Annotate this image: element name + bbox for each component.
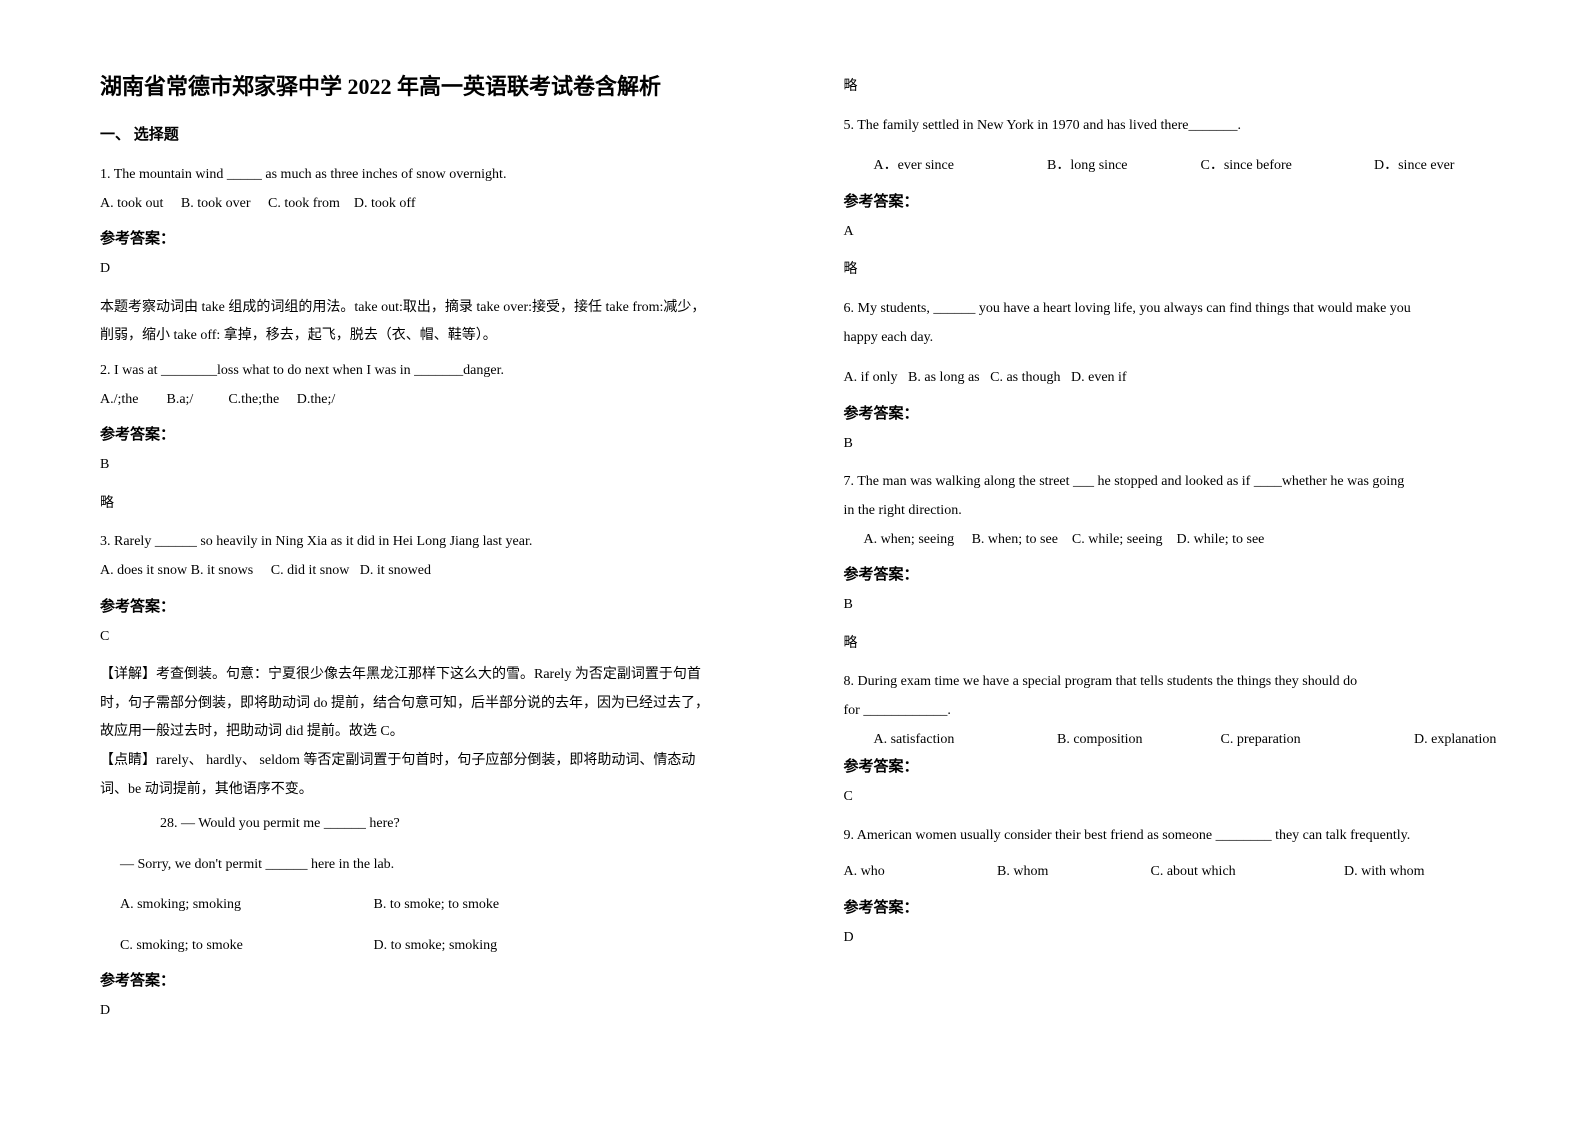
q2-options: A./;the B.a;/ C.the;the D.the;/ <box>100 387 784 414</box>
q4-note: 略 <box>844 74 1528 101</box>
q2-answer-label: 参考答案： <box>100 423 784 444</box>
q5-stem: 5. The family settled in New York in 197… <box>844 113 1528 140</box>
q4-answer: D <box>100 998 784 1025</box>
q3-explain-3: 故应用一般过去时，把助动词 did 提前。故选 C。 <box>100 719 784 746</box>
q1-stem: 1. The mountain wind _____ as much as th… <box>100 162 784 189</box>
q6-answer-label: 参考答案： <box>844 402 1528 423</box>
q3-stem: 3. Rarely ______ so heavily in Ning Xia … <box>100 529 784 556</box>
q8-optD: D. explanation <box>1414 732 1496 747</box>
q4-options-row2: C. smoking; to smoke D. to smoke; smokin… <box>100 933 784 960</box>
question-6: 6. My students, ______ you have a heart … <box>844 296 1528 457</box>
question-2: 2. I was at ________loss what to do next… <box>100 358 784 517</box>
q7-stem-2: in the right direction. <box>844 498 1528 525</box>
q7-answer: B <box>844 592 1528 619</box>
q5-options: A．ever since B．long since C．since before… <box>844 153 1528 180</box>
q4-optD: D. to smoke; smoking <box>374 938 498 953</box>
q7-note: 略 <box>844 631 1528 658</box>
q1-explain-2: 削弱，缩小 take off: 拿掉，移去，起飞，脱去（衣、帽、鞋等）。 <box>100 323 784 350</box>
question-5: 5. The family settled in New York in 197… <box>844 113 1528 284</box>
q2-answer: B <box>100 452 784 479</box>
question-1: 1. The mountain wind _____ as much as th… <box>100 162 784 350</box>
q9-answer-label: 参考答案： <box>844 896 1528 917</box>
q5-note: 略 <box>844 257 1528 284</box>
q1-answer: D <box>100 256 784 283</box>
q9-optA: A. who <box>844 859 994 886</box>
q8-optC: C. preparation <box>1221 727 1411 754</box>
q4-answer-label: 参考答案： <box>100 969 784 990</box>
q3-answer-label: 参考答案： <box>100 595 784 616</box>
q8-answer-label: 参考答案： <box>844 755 1528 776</box>
q5-optA: A．ever since <box>874 153 1044 180</box>
q5-answer-label: 参考答案： <box>844 190 1528 211</box>
q3-answer: C <box>100 624 784 651</box>
q7-options: A. when; seeing B. when; to see C. while… <box>844 527 1528 554</box>
q7-answer-label: 参考答案： <box>844 563 1528 584</box>
q6-stem-1: 6. My students, ______ you have a heart … <box>844 296 1528 323</box>
q9-stem: 9. American women usually consider their… <box>844 823 1528 850</box>
question-9: 9. American women usually consider their… <box>844 823 1528 952</box>
q8-options: A. satisfaction B. composition C. prepar… <box>844 727 1528 754</box>
q5-answer: A <box>844 219 1528 246</box>
q1-options: A. took out B. took over C. took from D.… <box>100 191 784 218</box>
right-column: 略 5. The family settled in New York in 1… <box>814 70 1528 1037</box>
question-8: 8. During exam time we have a special pr… <box>844 669 1528 810</box>
q8-optA: A. satisfaction <box>874 727 1054 754</box>
q6-options: A. if only B. as long as C. as though D.… <box>844 365 1528 392</box>
q8-stem-2: for ____________. <box>844 698 1528 725</box>
q9-answer: D <box>844 925 1528 952</box>
question-4: 28. — Would you permit me ______ here? —… <box>100 811 784 1025</box>
question-7: 7. The man was walking along the street … <box>844 469 1528 657</box>
q3-options: A. does it snow B. it snows C. did it sn… <box>100 558 784 585</box>
q2-stem: 2. I was at ________loss what to do next… <box>100 358 784 385</box>
q3-explain-1: 【详解】考查倒装。句意：宁夏很少像去年黑龙江那样下这么大的雪。Rarely 为否… <box>100 662 784 689</box>
q6-answer: B <box>844 431 1528 458</box>
q4-optA: A. smoking; smoking <box>120 892 370 919</box>
left-column: 湖南省常德市郑家驿中学 2022 年高一英语联考试卷含解析 一、 选择题 1. … <box>100 70 814 1037</box>
q1-answer-label: 参考答案： <box>100 227 784 248</box>
q1-explain-1: 本题考察动词由 take 组成的词组的用法。take out:取出，摘录 tak… <box>100 295 784 322</box>
q8-answer: C <box>844 784 1528 811</box>
q6-stem-2: happy each day. <box>844 325 1528 352</box>
q7-stem-1: 7. The man was walking along the street … <box>844 469 1528 496</box>
q4-line2: — Sorry, we don't permit ______ here in … <box>100 852 784 879</box>
section-heading: 一、 选择题 <box>100 123 784 144</box>
q8-stem-1: 8. During exam time we have a special pr… <box>844 669 1528 696</box>
q8-optB: B. composition <box>1057 727 1217 754</box>
q3-explain-5: 词、be 动词提前，其他语序不变。 <box>100 777 784 804</box>
q9-optC: C. about which <box>1151 859 1341 886</box>
q3-explain-2: 时，句子需部分倒装，即将助动词 do 提前，结合句意可知，后半部分说的去年，因为… <box>100 691 784 718</box>
q9-options: A. who B. whom C. about which D. with wh… <box>844 859 1528 886</box>
document-title: 湖南省常德市郑家驿中学 2022 年高一英语联考试卷含解析 <box>100 70 784 103</box>
q5-optB: B．long since <box>1047 153 1197 180</box>
q3-explain-4: 【点睛】rarely、 hardly、 seldom 等否定副词置于句首时，句子… <box>100 748 784 775</box>
q5-optD: D．since ever <box>1374 158 1454 173</box>
q5-optC: C．since before <box>1201 153 1371 180</box>
q4-options-row1: A. smoking; smoking B. to smoke; to smok… <box>100 892 784 919</box>
q4-optC: C. smoking; to smoke <box>120 933 370 960</box>
q4-optB: B. to smoke; to smoke <box>374 897 500 912</box>
q9-optB: B. whom <box>997 859 1147 886</box>
q2-note: 略 <box>100 491 784 518</box>
q4-stem: 28. — Would you permit me ______ here? <box>100 811 784 838</box>
q9-optD: D. with whom <box>1344 864 1425 879</box>
question-3: 3. Rarely ______ so heavily in Ning Xia … <box>100 529 784 803</box>
